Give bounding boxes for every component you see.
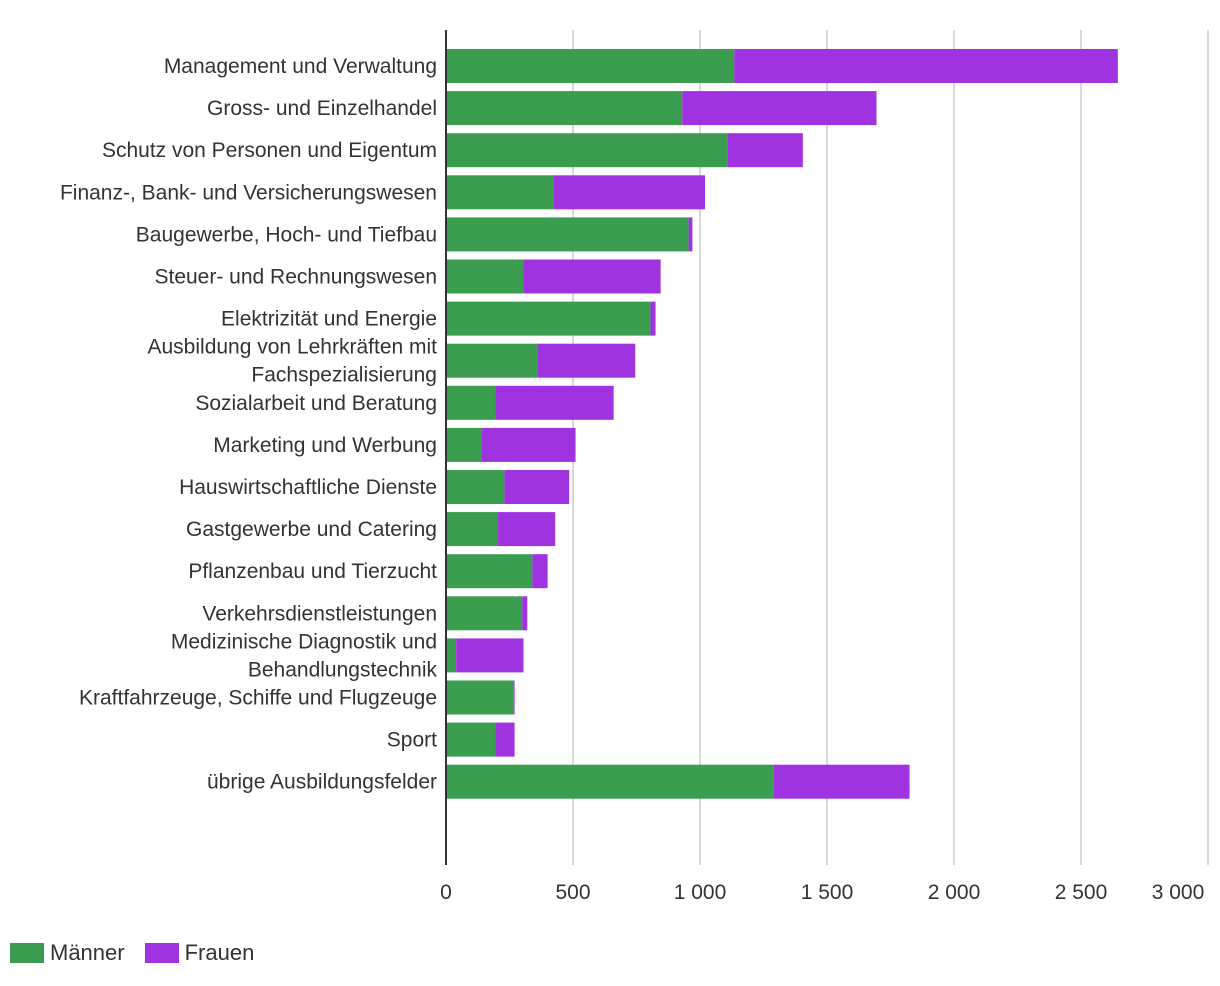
category-label: Management und Verwaltung	[164, 55, 437, 78]
category-label-line: Gross- und Einzelhandel	[207, 97, 437, 120]
x-tick-label: 2 000	[928, 881, 981, 904]
category-label-line: Hauswirtschaftliche Dienste	[179, 476, 437, 499]
category-label-line: Sport	[387, 729, 437, 752]
bar-frauen	[504, 470, 570, 504]
x-tick-label: 0	[440, 881, 452, 904]
legend-swatch-frauen	[144, 943, 179, 963]
category-label-line: Ausbildung von Lehrkräften mit	[148, 336, 438, 359]
bar-frauen	[498, 512, 556, 547]
bar-maenner	[446, 49, 735, 83]
category-label: Sozialarbeit und Beratung	[195, 392, 437, 415]
category-label: Medizinische Diagnostik und Behandlungste…	[171, 630, 438, 681]
category-label: Baugewerbe, Hoch- und Tiefbau	[136, 223, 437, 246]
legend: Männer Frauen	[10, 940, 274, 966]
category-label: Gastgewerbe und Catering	[186, 518, 437, 541]
bar-frauen	[553, 175, 706, 210]
category-label: Sport	[387, 729, 437, 752]
bar-maenner	[446, 217, 689, 252]
category-label-line: Verkehrsdienstleistungen	[202, 602, 437, 625]
x-tick-label: 1 000	[674, 881, 727, 904]
category-label-line: Schutz von Personen und Eigentum	[102, 139, 437, 162]
bar-frauen	[734, 49, 1118, 83]
legend-item-frauen: Frauen	[144, 940, 255, 966]
category-label: Kraftfahrzeuge, Schiffe und Flugzeuge	[79, 687, 437, 710]
category-label-line: Finanz-, Bank- und Versicherungswesen	[60, 181, 437, 204]
bar-maenner	[446, 512, 499, 547]
category-label: Finanz-, Bank- und Versicherungswesen	[60, 181, 437, 204]
bar-maenner	[446, 638, 457, 673]
bar-frauen	[773, 764, 910, 799]
category-label-line: Behandlungstechnik	[248, 658, 438, 681]
category-label: Elektrizität und Energie	[221, 308, 437, 331]
category-label-line: Medizinische Diagnostik und	[171, 630, 437, 653]
bar-frauen	[537, 343, 636, 378]
bar-maenner	[446, 259, 524, 294]
bar-maenner	[446, 764, 774, 799]
legend-item-maenner: Männer	[10, 940, 125, 966]
bar-frauen	[495, 385, 614, 420]
bar-maenner	[446, 343, 538, 378]
bar-frauen	[688, 217, 693, 252]
bar-maenner	[446, 427, 482, 462]
category-label: Gross- und Einzelhandel	[207, 97, 437, 120]
bar-maenner	[446, 596, 523, 631]
category-label-line: Sozialarbeit und Beratung	[195, 392, 437, 415]
category-label-line: Elektrizität und Energie	[221, 308, 437, 331]
category-label: Pflanzenbau und Tierzucht	[188, 560, 437, 583]
bar-maenner	[446, 680, 514, 715]
bars	[446, 49, 1118, 799]
bar-maenner	[446, 554, 533, 589]
category-label: übrige Ausbildungsfelder	[207, 771, 437, 794]
category-label: Hauswirtschaftliche Dienste	[179, 476, 437, 499]
bar-maenner	[446, 385, 496, 420]
bar-frauen	[456, 638, 524, 673]
category-label: Schutz von Personen und Eigentum	[102, 139, 437, 162]
bar-frauen	[650, 301, 656, 336]
x-axis-ticks: 0 500 1 000 1 500 2 000 2 500 3 000	[440, 881, 1204, 904]
bar-maenner	[446, 175, 554, 210]
category-label-line: Steuer- und Rechnungswesen	[154, 266, 437, 289]
category-label-line: Fachspezialisierung	[251, 364, 437, 387]
bar-maenner	[446, 301, 651, 336]
category-label-line: Kraftfahrzeuge, Schiffe und Flugzeuge	[79, 687, 437, 710]
x-tick-label: 1 500	[801, 881, 854, 904]
legend-label-maenner: Männer	[50, 940, 125, 965]
category-label-line: Pflanzenbau und Tierzucht	[188, 560, 437, 583]
legend-label-frauen: Frauen	[184, 940, 255, 965]
category-label-line: Management und Verwaltung	[164, 55, 437, 78]
bar-maenner	[446, 470, 505, 504]
category-label: Ausbildung von Lehrkräften mit Fachspezia…	[148, 336, 438, 387]
bar-frauen	[727, 133, 803, 168]
category-label-line: Gastgewerbe und Catering	[186, 518, 437, 541]
category-label-line: übrige Ausbildungsfelder	[207, 771, 437, 794]
category-labels: Management und Verwaltung Gross- und Einz…	[60, 55, 438, 794]
bar-maenner	[446, 91, 683, 126]
category-label: Marketing und Werbung	[213, 434, 437, 457]
bar-frauen	[522, 596, 528, 631]
x-tick-label: 500	[555, 881, 590, 904]
bar-maenner	[446, 722, 496, 757]
bar-frauen	[532, 554, 548, 589]
bar-frauen	[523, 259, 661, 294]
bar-frauen	[513, 680, 515, 715]
bar-frauen	[682, 91, 877, 126]
category-label-line: Marketing und Werbung	[213, 434, 437, 457]
legend-swatch-maenner	[10, 943, 44, 963]
category-label: Verkehrsdienstleistungen	[202, 602, 437, 625]
bar-maenner	[446, 133, 728, 168]
bar-frauen	[495, 722, 515, 757]
grid-lines	[572, 30, 1209, 865]
category-label: Steuer- und Rechnungswesen	[154, 266, 437, 289]
x-tick-label: 2 500	[1055, 881, 1108, 904]
bar-frauen	[481, 427, 576, 462]
category-label-line: Baugewerbe, Hoch- und Tiefbau	[136, 223, 437, 246]
x-tick-label: 3 000	[1152, 881, 1205, 904]
